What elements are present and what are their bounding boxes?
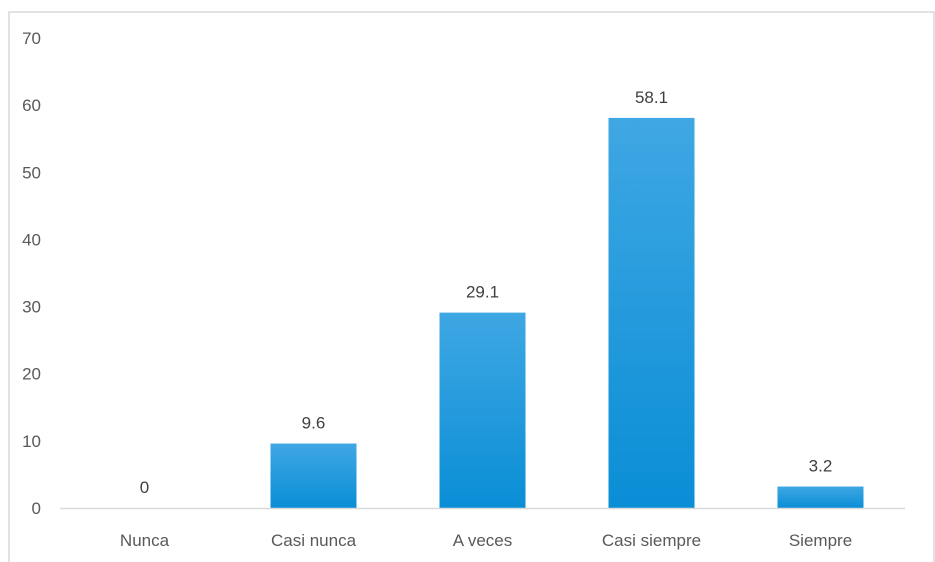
bar-casi-siempre — [608, 117, 695, 509]
x-tick-label: Siempre — [789, 531, 852, 550]
y-tick-label: 70 — [22, 29, 41, 48]
y-tick-label: 40 — [22, 230, 41, 249]
bar-casi-nunca — [270, 443, 357, 508]
data-label: 3.2 — [809, 457, 833, 476]
x-tick-label: Casi nunca — [271, 531, 357, 550]
data-label: 0 — [140, 478, 149, 497]
x-tick-label: Casi siempre — [602, 531, 701, 550]
chart-border — [8, 11, 935, 562]
x-tick-label: A veces — [453, 531, 513, 550]
bar-a-veces — [439, 312, 526, 508]
data-label: 9.6 — [302, 414, 326, 433]
y-tick-label: 20 — [22, 365, 41, 384]
y-tick-label: 30 — [22, 298, 41, 317]
y-tick-label: 10 — [22, 432, 41, 451]
data-label: 58.1 — [635, 88, 668, 107]
y-tick-label: 60 — [22, 96, 41, 115]
x-tick-label: Nunca — [120, 531, 170, 550]
y-tick-label: 0 — [32, 499, 41, 518]
y-tick-label: 50 — [22, 163, 41, 182]
data-label: 29.1 — [466, 283, 499, 302]
bar-siempre — [777, 486, 864, 508]
